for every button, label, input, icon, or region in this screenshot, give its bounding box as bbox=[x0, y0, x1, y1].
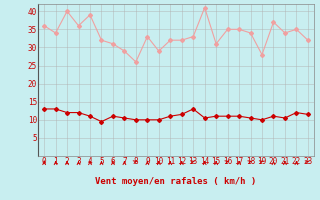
X-axis label: Vent moyen/en rafales ( km/h ): Vent moyen/en rafales ( km/h ) bbox=[95, 178, 257, 186]
